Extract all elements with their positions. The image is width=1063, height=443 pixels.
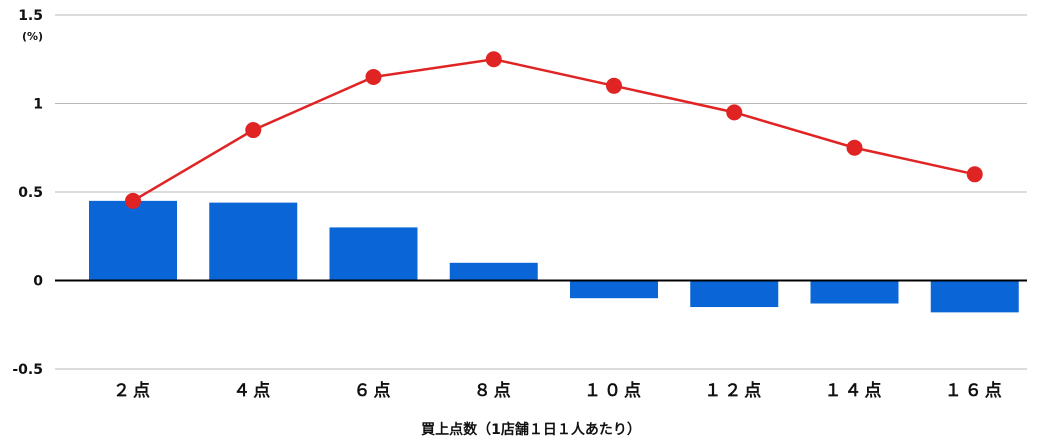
series-line xyxy=(132,57,976,202)
y-axis-unit: (%) xyxy=(22,30,43,43)
x-tick-label: １４点 xyxy=(825,380,885,401)
x-tick-label: １２点 xyxy=(704,380,764,401)
x-tick-label: ４点 xyxy=(233,380,273,401)
line-point xyxy=(966,166,983,183)
x-axis-label: 買上点数（1店舗１日１人あたり） xyxy=(421,421,641,438)
x-tick-label: １６点 xyxy=(945,380,1005,401)
bar xyxy=(89,200,177,281)
x-axis-ticks: ２点 ４点 ６点 ８点 １０点 １２点 １４点 １６点 xyxy=(113,380,1005,401)
x-tick-label: １０点 xyxy=(584,380,644,401)
bar xyxy=(930,280,1019,313)
line-point xyxy=(245,122,262,139)
bar xyxy=(690,280,779,308)
line-point xyxy=(606,77,622,94)
x-tick-label: ８点 xyxy=(474,380,514,401)
line-point xyxy=(125,192,141,209)
x-tick-label: ２点 xyxy=(113,380,153,401)
y-tick-label: 1.5 xyxy=(18,8,43,24)
bar xyxy=(209,202,298,281)
line-point xyxy=(365,68,382,85)
line-point xyxy=(726,104,743,121)
x-tick-label: ６点 xyxy=(354,380,394,401)
line-series xyxy=(125,51,983,209)
line-point xyxy=(846,139,863,156)
line-point xyxy=(485,51,502,68)
y-tick-label: 0.5 xyxy=(18,185,43,201)
bar-series xyxy=(89,200,1019,313)
bar xyxy=(570,280,658,299)
bar xyxy=(810,280,899,304)
y-tick-label: 1 xyxy=(33,97,43,113)
gridlines xyxy=(55,14,1027,370)
y-axis-ticks: 1.5 1 0.5 0 -0.5 xyxy=(12,8,43,378)
bar xyxy=(329,227,418,281)
bar xyxy=(449,262,538,281)
y-tick-label: 0 xyxy=(33,274,43,290)
y-tick-label: -0.5 xyxy=(12,362,43,378)
